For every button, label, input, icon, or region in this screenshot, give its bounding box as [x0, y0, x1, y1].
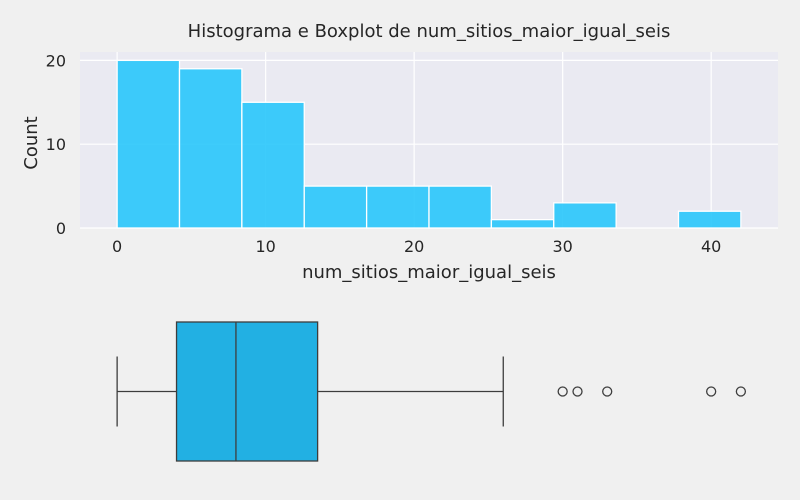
- y-tick-label: 20: [46, 51, 66, 70]
- histogram-bar: [677, 210, 742, 229]
- boxplot-outlier: [735, 386, 747, 397]
- x-tick-label: 30: [552, 237, 572, 256]
- histogram-bar: [241, 101, 305, 229]
- boxplot-outlier: [572, 386, 583, 397]
- x-tick-label: 40: [701, 237, 721, 256]
- y-axis-label: Count: [21, 116, 42, 169]
- boxplot-panel: [116, 321, 747, 462]
- histogram-panel: 0 10 20 30 40 0 10 20 num_sitios_maior_igual_s…: [21, 51, 778, 283]
- histogram-x-ticks: 0 10 20 30 40: [112, 237, 721, 256]
- histogram-bars: [116, 59, 742, 229]
- histogram-bar: [178, 68, 243, 229]
- chart-title: Histograma e Boxplot de num_sitios_maior…: [188, 21, 671, 42]
- histogram-bar: [365, 185, 430, 229]
- boxplot-outlier: [706, 386, 717, 397]
- x-tick-label: 20: [404, 237, 424, 256]
- boxplot-box: [175, 321, 319, 462]
- histogram-bar: [428, 185, 493, 229]
- histogram-bar: [553, 202, 617, 229]
- x-axis-label: num_sitios_maior_igual_seis: [302, 262, 556, 283]
- x-tick-label: 10: [255, 237, 275, 256]
- histogram-bar: [116, 59, 181, 229]
- histogram-bar: [303, 185, 368, 229]
- y-tick-label: 0: [56, 219, 66, 238]
- boxplot-outlier: [602, 386, 613, 397]
- y-tick-label: 10: [46, 135, 66, 154]
- histogram-y-ticks: 0 10 20: [46, 51, 66, 238]
- boxplot-outlier: [557, 386, 568, 397]
- histogram-bar: [490, 218, 555, 229]
- x-tick-label: 0: [112, 237, 122, 256]
